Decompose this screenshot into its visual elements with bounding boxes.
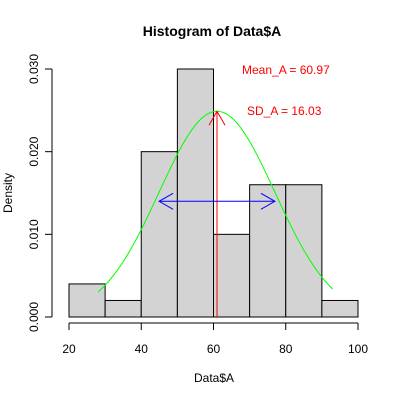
y-tick-label-1: 0.010 — [27, 219, 41, 249]
sd-arrow-layer — [158, 192, 276, 210]
y-tick-label-2: 0.020 — [27, 136, 41, 166]
y-tick-label-0: 0.000 — [27, 302, 41, 332]
sd-arrowhead-right — [260, 192, 276, 210]
x-axis: 20 40 60 80 100 — [62, 322, 368, 356]
y-tick-label-3: 0.030 — [27, 54, 41, 84]
x-tick-label-100: 100 — [348, 342, 368, 356]
histogram-bar-2 — [104, 299, 142, 318]
histogram-bar-1 — [68, 283, 106, 318]
x-tick-label-60: 60 — [207, 342, 221, 356]
normal-density-curve — [97, 110, 334, 293]
x-axis-label: Data$A — [194, 371, 234, 385]
mean-marker-layer — [208, 110, 226, 317]
x-tick-label-80: 80 — [279, 342, 293, 356]
mean-annotation: Mean_A = 60.97 — [242, 63, 330, 77]
sd-annotation: SD_A = 16.03 — [247, 104, 322, 118]
histogram-bar-5 — [213, 233, 251, 318]
y-axis-label: Density — [1, 173, 15, 213]
histogram-bar-3 — [140, 151, 178, 318]
sd-arrowhead-left — [158, 192, 174, 210]
normal-curve-layer — [97, 110, 334, 293]
x-tick-label-40: 40 — [135, 342, 149, 356]
mean-arrowhead — [208, 110, 226, 126]
histogram-bars — [68, 68, 359, 318]
histogram-bar-8 — [321, 299, 359, 318]
histogram-bar-6 — [249, 184, 287, 318]
histogram-bar-4 — [176, 68, 214, 318]
y-axis: 0.000 0.010 0.020 0.030 — [27, 54, 53, 332]
chart-title: Histogram of Data$A — [143, 23, 281, 39]
x-tick-label-20: 20 — [62, 342, 76, 356]
